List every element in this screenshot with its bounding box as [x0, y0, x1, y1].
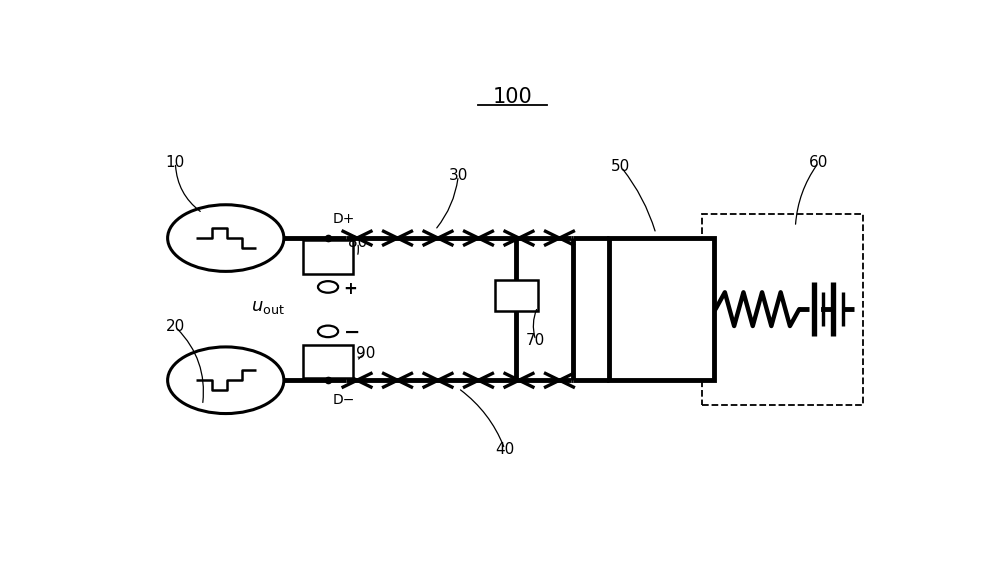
Text: −: −	[344, 323, 360, 342]
Bar	[303, 344, 353, 378]
Bar	[303, 240, 353, 273]
Text: +: +	[344, 280, 357, 298]
Text: 30: 30	[449, 168, 468, 183]
Text: 90: 90	[356, 346, 375, 361]
Text: 80: 80	[348, 235, 367, 250]
Text: D−: D−	[332, 393, 355, 407]
Text: 40: 40	[495, 441, 514, 456]
Bar	[495, 280, 538, 312]
Text: D+: D+	[332, 212, 355, 226]
Bar	[702, 213, 863, 404]
Text: 70: 70	[526, 333, 545, 348]
Text: $\mathit{u}_\mathrm{out}$: $\mathit{u}_\mathrm{out}$	[251, 298, 285, 316]
Bar	[609, 238, 714, 380]
Text: 60: 60	[809, 155, 828, 170]
Text: 20: 20	[166, 320, 185, 335]
Text: 10: 10	[166, 155, 185, 170]
Text: 100: 100	[493, 87, 532, 107]
Text: 50: 50	[611, 159, 631, 174]
